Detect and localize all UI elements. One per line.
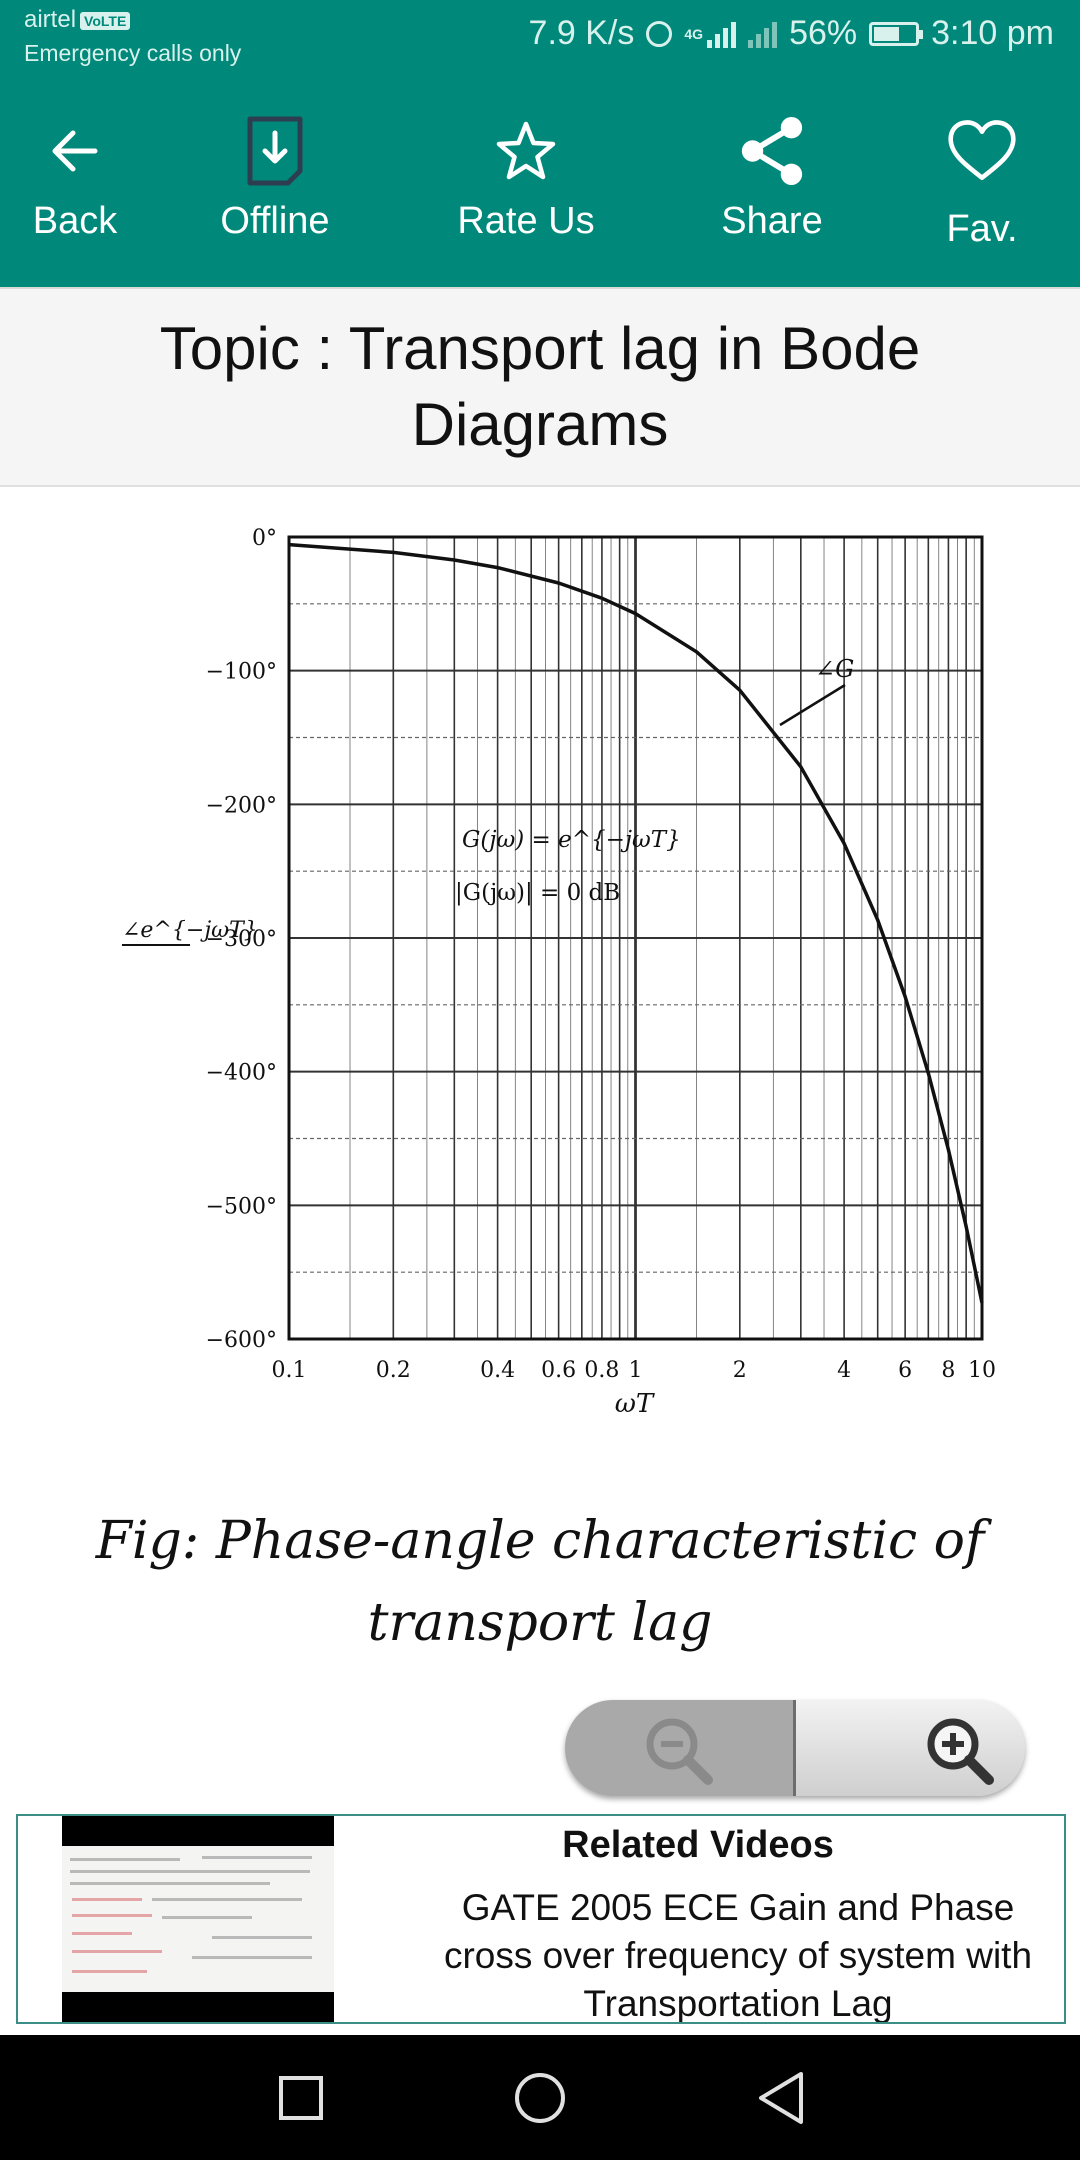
zoom-out-icon <box>646 1718 713 1785</box>
x-tick-label: 0.2 <box>376 1358 411 1383</box>
y-tick-label: 0° <box>252 526 277 551</box>
y-axis-label: ∠e^{−jωT} <box>122 918 258 943</box>
rate-us-button[interactable]: Rate Us <box>446 72 606 287</box>
topic-title: Topic : Transport lag in Bode Diagrams <box>159 315 921 458</box>
curve-label: ∠G <box>815 655 854 683</box>
video-thumbnail[interactable] <box>62 1816 334 2022</box>
y-tick-label: −500° <box>206 1194 277 1219</box>
heart-icon <box>947 116 1017 186</box>
x-tick-label: 0.8 <box>584 1358 619 1383</box>
topic-header: Topic : Transport lag in Bode Diagrams <box>0 289 1080 487</box>
share-button[interactable]: Share <box>702 72 842 287</box>
thumbnail-image <box>62 1846 334 1992</box>
arrow-left-icon <box>40 116 110 186</box>
x-tick-label: 2 <box>733 1358 747 1383</box>
status-bar: airtel VoLTE Emergency calls only 7.9 K/s… <box>0 0 1080 72</box>
related-videos-card[interactable]: Related Videos GATE 2005 ECE Gain and Ph… <box>16 1814 1066 2024</box>
y-tick-label: −600° <box>206 1328 277 1353</box>
x-tick-label: 0.6 <box>541 1358 576 1383</box>
share-label: Share <box>721 200 823 242</box>
fav-label: Fav. <box>946 208 1018 250</box>
x-tick-label: 4 <box>837 1358 851 1383</box>
rate-us-label: Rate Us <box>457 200 595 242</box>
tick-labels: 0.1 0.2 0.4 0.6 0.8 1 2 4 6 8 10 0° −100° −200° −300° −… <box>206 526 996 1383</box>
zoom-control <box>565 1700 1025 1796</box>
bode-phase-figure: 0.1 0.2 0.4 0.6 0.8 1 2 4 6 8 10 0° −100° −200° −300° −… <box>0 487 1080 1447</box>
y-tick-label: −400° <box>206 1061 277 1086</box>
y-tick-label: −100° <box>206 660 277 685</box>
no-signal-icon <box>748 20 778 48</box>
volte-badge: VoLTE <box>80 11 131 30</box>
alarm-icon <box>646 20 673 47</box>
battery-icon <box>869 21 924 46</box>
clock: 3:10 pm <box>931 14 1054 52</box>
recents-icon <box>279 2076 323 2120</box>
x-tick-label: 0.4 <box>480 1358 515 1383</box>
offline-button[interactable]: Offline <box>200 72 350 287</box>
zoom-in-button[interactable] <box>796 1700 1025 1796</box>
y-tick-label: −300° <box>206 927 277 952</box>
zoom-separator <box>793 1700 796 1796</box>
x-tick-label: 8 <box>941 1358 955 1383</box>
toolbar-divider <box>0 287 1080 289</box>
plot-frame <box>287 535 984 1341</box>
related-video-title[interactable]: GATE 2005 ECE Gain and Phase cross over … <box>443 1887 1033 2024</box>
back-nav-button[interactable] <box>746 2063 816 2133</box>
curve-layer <box>288 542 984 1304</box>
equation-transfer: G(jω) = e^{−jωT} <box>462 827 681 853</box>
battery-percent: 56% <box>789 14 858 52</box>
download-file-icon <box>240 116 310 186</box>
y-tick-label: −200° <box>206 793 277 818</box>
equation-magnitude: |G(jω)| = 0 dB <box>455 880 620 906</box>
home-button[interactable] <box>505 2063 575 2133</box>
share-icon <box>737 116 807 186</box>
x-tick-label: 1 <box>629 1358 643 1383</box>
status-indicators: 7.9 K/s 4G 56% 3:10 pm <box>529 14 1054 53</box>
network-type: 4G <box>684 25 704 42</box>
emergency-text: Emergency calls only <box>24 40 242 66</box>
x-tick-label: 0.1 <box>272 1358 307 1383</box>
carrier-label: airtel <box>24 6 77 33</box>
recents-button[interactable] <box>266 2063 336 2133</box>
curve-label-pointer <box>779 683 846 727</box>
zoom-out-button[interactable] <box>565 1700 793 1796</box>
navigation-bar <box>0 2035 1080 2160</box>
star-icon <box>491 116 561 186</box>
network-speed: 7.9 K/s <box>528 14 635 52</box>
figure-caption: Fig: Phase-angle characteristic of trans… <box>95 1511 985 1653</box>
x-tick-label: 6 <box>898 1358 912 1383</box>
carrier-name: airtel VoLTE <box>24 6 131 34</box>
zoom-in-icon <box>927 1718 994 1785</box>
home-icon <box>515 2073 565 2123</box>
x-tick-label: 10 <box>968 1358 996 1383</box>
phase-chart: 0.1 0.2 0.4 0.6 0.8 1 2 4 6 8 10 0° −100° −200° −300° −… <box>122 526 996 1419</box>
back-icon <box>759 2072 803 2124</box>
back-button[interactable]: Back <box>15 72 135 287</box>
top-toolbar: Back Offline Rate Us Share Fav. <box>0 72 1080 287</box>
back-label: Back <box>32 200 118 242</box>
favorite-button[interactable]: Fav. <box>922 72 1042 287</box>
offline-label: Offline <box>220 200 330 242</box>
x-axis-label: ωT <box>615 1389 655 1419</box>
related-videos-title: Related Videos <box>562 1824 834 1866</box>
chart-grid <box>287 536 984 1340</box>
signal-icon <box>707 20 737 48</box>
